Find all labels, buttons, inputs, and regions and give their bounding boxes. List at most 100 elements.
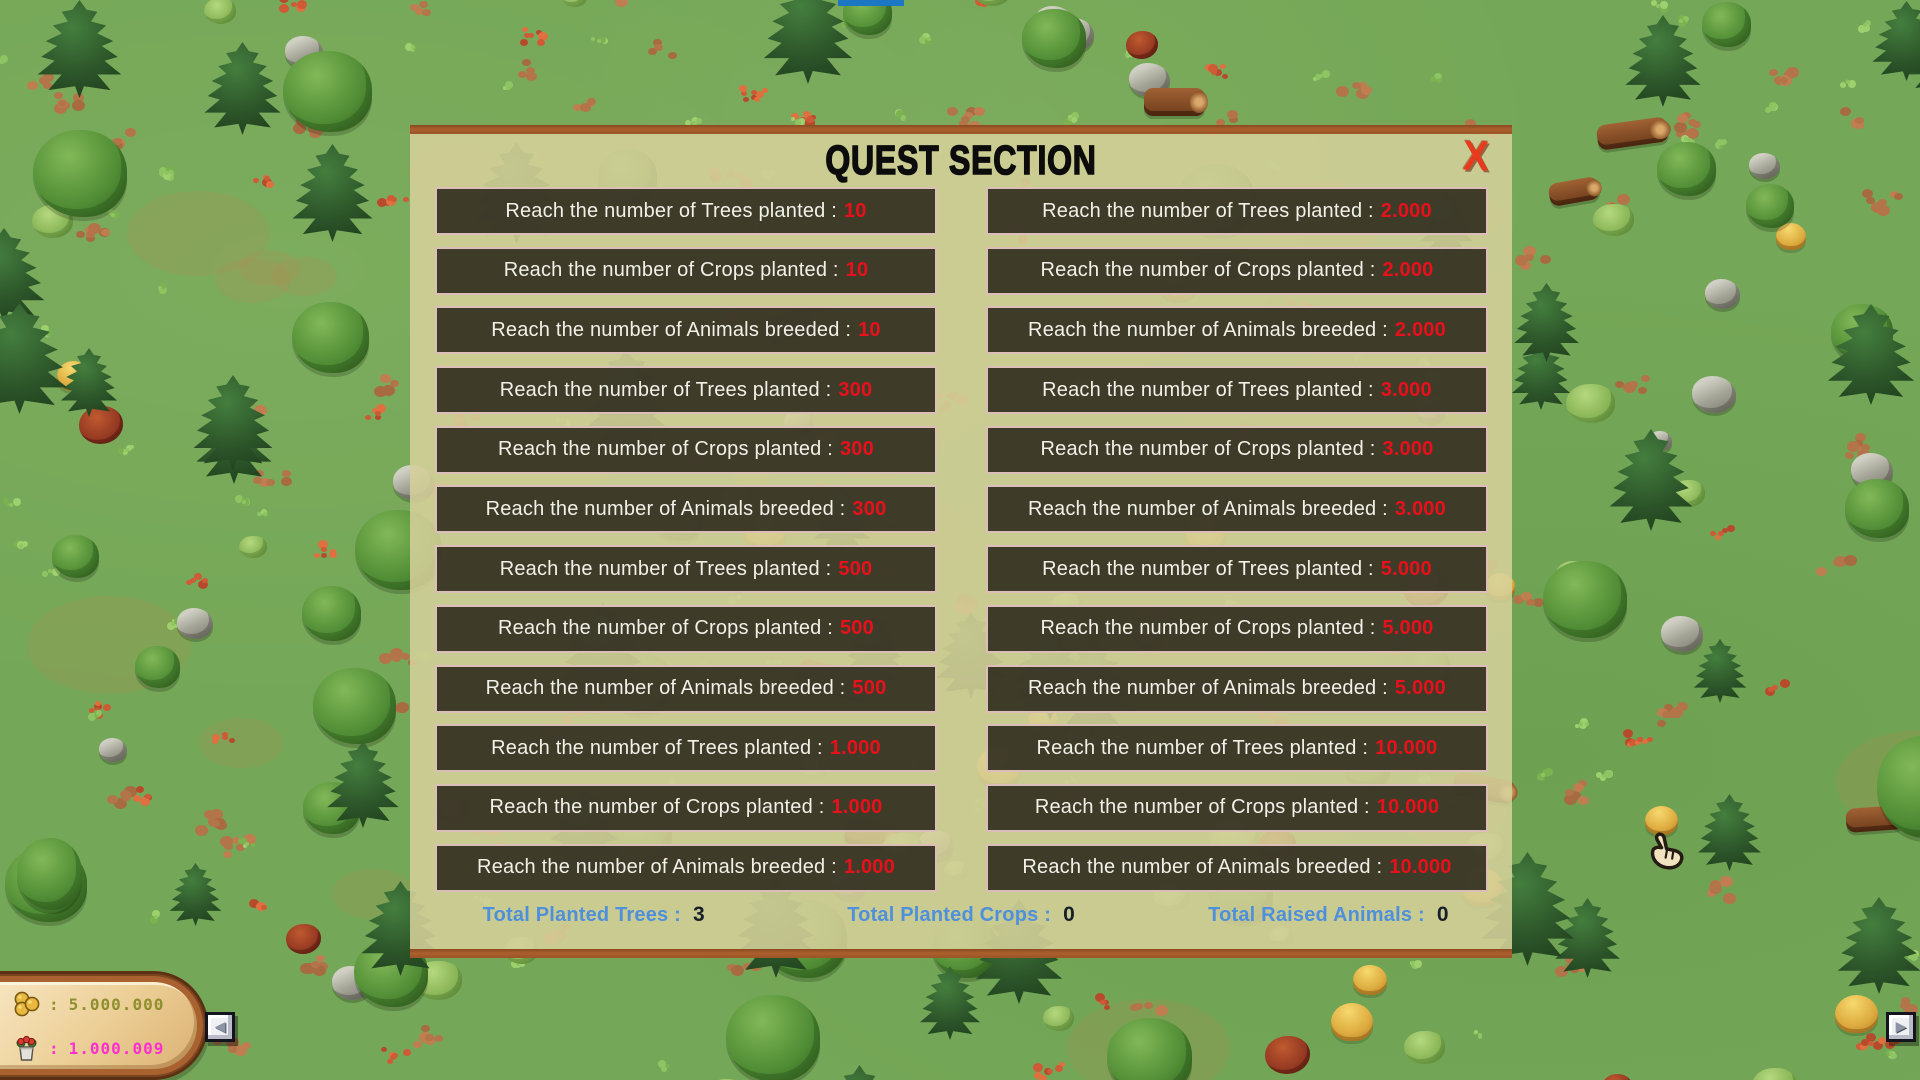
quest-item[interactable]: Reach the number of Animals breeded : 1.0… [435,843,937,892]
quest-item[interactable]: Reach the number of Trees planted : 2.000 [986,187,1488,235]
coins-icon [13,990,40,1018]
quest-target-value: 500 [852,677,887,699]
tuft-sprite [1770,107,1774,111]
flow-sprite [528,33,534,38]
quest-item[interactable]: Reach the number of Animals breeded : 2.0… [986,306,1488,355]
quest-label: Reach the number of Animals breeded : [485,677,846,699]
flow-sprite [261,905,267,910]
quest-item[interactable]: Reach the number of Crops planted : 2.000 [986,246,1488,295]
dirt-sprite [1352,82,1361,89]
bushl-sprite [562,0,587,7]
quest-item[interactable]: Reach the number of Trees planted : 500 [435,545,937,594]
quest-target-value: 1.000 [843,856,895,879]
quest-item[interactable]: Reach the number of Crops planted : 500 [435,604,937,653]
log-sprite [1144,88,1208,116]
quest-item[interactable]: Reach the number of Animals breeded : 3.0… [986,485,1488,534]
dirt-sprite [392,655,401,662]
quest-columns: Reach the number of Trees planted :10 Rea… [435,187,1488,892]
panel-top-border [410,125,1512,134]
quest-item[interactable]: Reach the number of Crops planted : 3.000 [986,425,1488,474]
quest-item[interactable]: Reach the number of Trees planted : 5.000 [986,545,1488,594]
tree-sprite [302,586,361,641]
quest-panel: QUEST SECTION X Reach the number of Tree… [410,125,1512,958]
quest-target-value: 300 [852,497,887,520]
redb-sprite [286,924,321,954]
quest-item[interactable]: Reach the number of Animals breeded : 500 [435,664,937,713]
dirt-sprite [1861,444,1870,451]
quest-item[interactable]: Reach the number of Trees planted : 10 [435,187,937,235]
total-label: Total Planted Trees : [482,903,681,926]
quest-target-value: 2.000 [1382,259,1434,282]
quest-target-value: 10 [845,259,869,282]
quest-label: Reach the number of Crops planted : [498,438,833,461]
dirt-sprite [236,844,245,851]
quest-item[interactable]: Reach the number of Animals breeded : 10 [435,306,937,355]
dirt-sprite [587,98,596,105]
quest-item[interactable]: Reach the number of Trees planted : 1.000 [435,724,937,773]
dirt-sprite [961,116,970,123]
dirt-sprite [1526,599,1535,606]
tuft-sprite [506,86,510,90]
quest-target-value: 10.000 [1389,856,1452,879]
tuft-sprite [171,622,175,626]
flow-sprite [291,2,297,7]
quest-item[interactable]: Reach the number of Trees planted : 10.00… [986,724,1488,773]
tree-sprite [1107,1018,1192,1080]
rock-sprite [1661,616,1703,652]
tuft-sprite [1688,138,1692,142]
quest-item[interactable]: Reach the number of Crops planted : 5.000 [986,604,1488,653]
flow-sprite [751,90,757,95]
tuft-sprite [597,39,601,43]
quest-item[interactable]: Reach the number of Crops planted : 10.00… [986,783,1488,832]
quest-label: Reach the number of Trees planted : [505,199,837,222]
total-planted-trees: Total Planted Trees : 3 [410,903,777,927]
dirt-sprite [86,231,95,238]
quest-item[interactable]: Reach the number of Animals breeded : 10.… [986,843,1488,892]
quest-label: Reach the number of Crops planted : [1040,259,1376,282]
dirt-sprite [425,1034,434,1041]
quest-item[interactable]: Reach the number of Trees planted : 300 [435,366,937,415]
quest-label: Reach the number of Crops planted : [1034,796,1370,819]
quest-item[interactable]: Reach the number of Crops planted : 1.000 [435,783,937,832]
close-button[interactable]: X [1455,132,1497,180]
quest-item[interactable]: Reach the number of Animals breeded : 5.0… [986,664,1488,713]
dirt-sprite [228,1046,237,1053]
flow-sprite [95,708,101,713]
pine-sprite [1837,897,1920,994]
page-right-arrow-button[interactable]: ▶ [1886,1012,1916,1042]
quest-item[interactable]: Reach the number of Trees planted : 3.000 [986,366,1488,415]
rock-sprite [1692,376,1736,413]
dirt-sprite [1144,1002,1153,1009]
dirt-sprite [113,138,122,145]
quest-label: Reach the number of Trees planted : [499,557,832,580]
quest-label: Reach the number of Animals breeded : [485,497,846,520]
tree-sprite [1845,479,1909,538]
dirt-sprite [1900,1002,1909,1009]
tree-sprite [1702,2,1751,47]
currency-row-flowers: : 1.000.009 [13,1031,164,1065]
patch-sprite [272,257,337,296]
tuft-sprite [1478,1033,1482,1037]
log-cut-face [1648,118,1672,141]
pine-sprite [1693,639,1747,703]
pine-sprite [1698,794,1761,871]
pine-sprite [292,144,373,242]
redb-sprite [1126,31,1158,59]
quest-label: Reach the number of Animals breeded : [1028,677,1388,699]
tuft-sprite [1411,961,1415,965]
currency-row-coins: : 5.000.000 [13,987,164,1021]
page-left-arrow-button[interactable]: ◀ [205,1012,235,1042]
pine-sprite [169,863,222,926]
tuft-sprite [1679,19,1683,23]
dirt-sprite [1629,381,1638,388]
quest-item[interactable]: Reach the number of Crops planted : 300 [435,425,937,474]
totals-row: Total Planted Trees : 3 Total Planted Crop… [410,903,1512,927]
tuft-sprite [692,121,696,125]
pine-sprite [1625,15,1701,107]
dirt-sprite [1779,77,1788,84]
quest-item[interactable]: Reach the number of Crops planted : 10 [435,246,937,295]
quest-item[interactable]: Reach the number of Animals breeded : 300 [435,485,937,534]
hay-sprite [1645,806,1678,835]
quest-label: Reach the number of Animals breeded : [491,318,852,341]
